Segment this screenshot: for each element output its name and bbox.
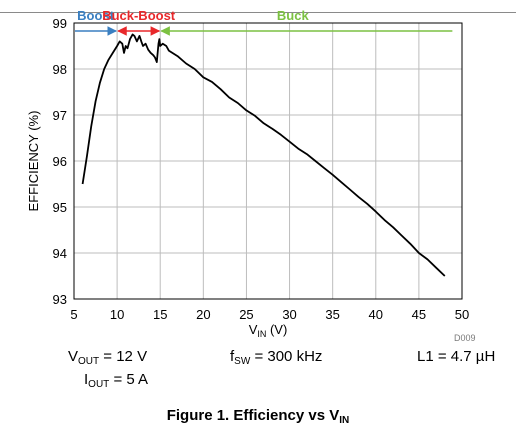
region-label: Boost: [77, 8, 115, 23]
fsw-note: fSW = 300 kHz: [230, 348, 323, 367]
y-tick-label: 99: [53, 16, 67, 31]
x-tick-label: 5: [70, 307, 77, 322]
y-tick-label: 94: [53, 246, 67, 261]
iout-note: IOUT = 5 A: [84, 371, 149, 390]
x-tick-label: 10: [110, 307, 124, 322]
x-tick-label: 35: [325, 307, 339, 322]
x-tick-label: 25: [239, 307, 253, 322]
y-tick-label: 95: [53, 200, 67, 215]
chart-id: D009: [454, 333, 476, 343]
x-tick-label: 30: [282, 307, 296, 322]
x-axis-title: VIN (V): [249, 322, 288, 339]
efficiency-chart: 5 10 15 20 25 30 35 40 45 50 93 94 95 96 97 98 99 VIN (V)…: [26, 8, 469, 339]
x-tick-label: 50: [455, 307, 469, 322]
region-label: Buck: [277, 8, 310, 23]
x-tick-label: 15: [153, 307, 167, 322]
vout-note: VOUT = 12 V: [68, 348, 148, 367]
x-tick-label: 40: [369, 307, 383, 322]
efficiency-series-line: [81, 33, 446, 277]
top-rule: [0, 12, 516, 13]
x-tick-label: 45: [412, 307, 426, 322]
figure-caption: Figure 1. Efficiency vs VIN: [166, 407, 350, 426]
y-axis-title: EFFICIENCY (%): [26, 111, 41, 212]
y-tick-label: 97: [53, 108, 67, 123]
y-tick-label: 98: [53, 62, 67, 77]
region-label: Buck-Boost: [102, 8, 176, 23]
plot-frame: [73, 22, 463, 300]
inductor-note: L1 = 4.7 µH: [417, 348, 496, 365]
y-tick-label: 96: [53, 154, 67, 169]
y-tick-label: 93: [53, 292, 67, 307]
x-tick-label: 20: [196, 307, 210, 322]
